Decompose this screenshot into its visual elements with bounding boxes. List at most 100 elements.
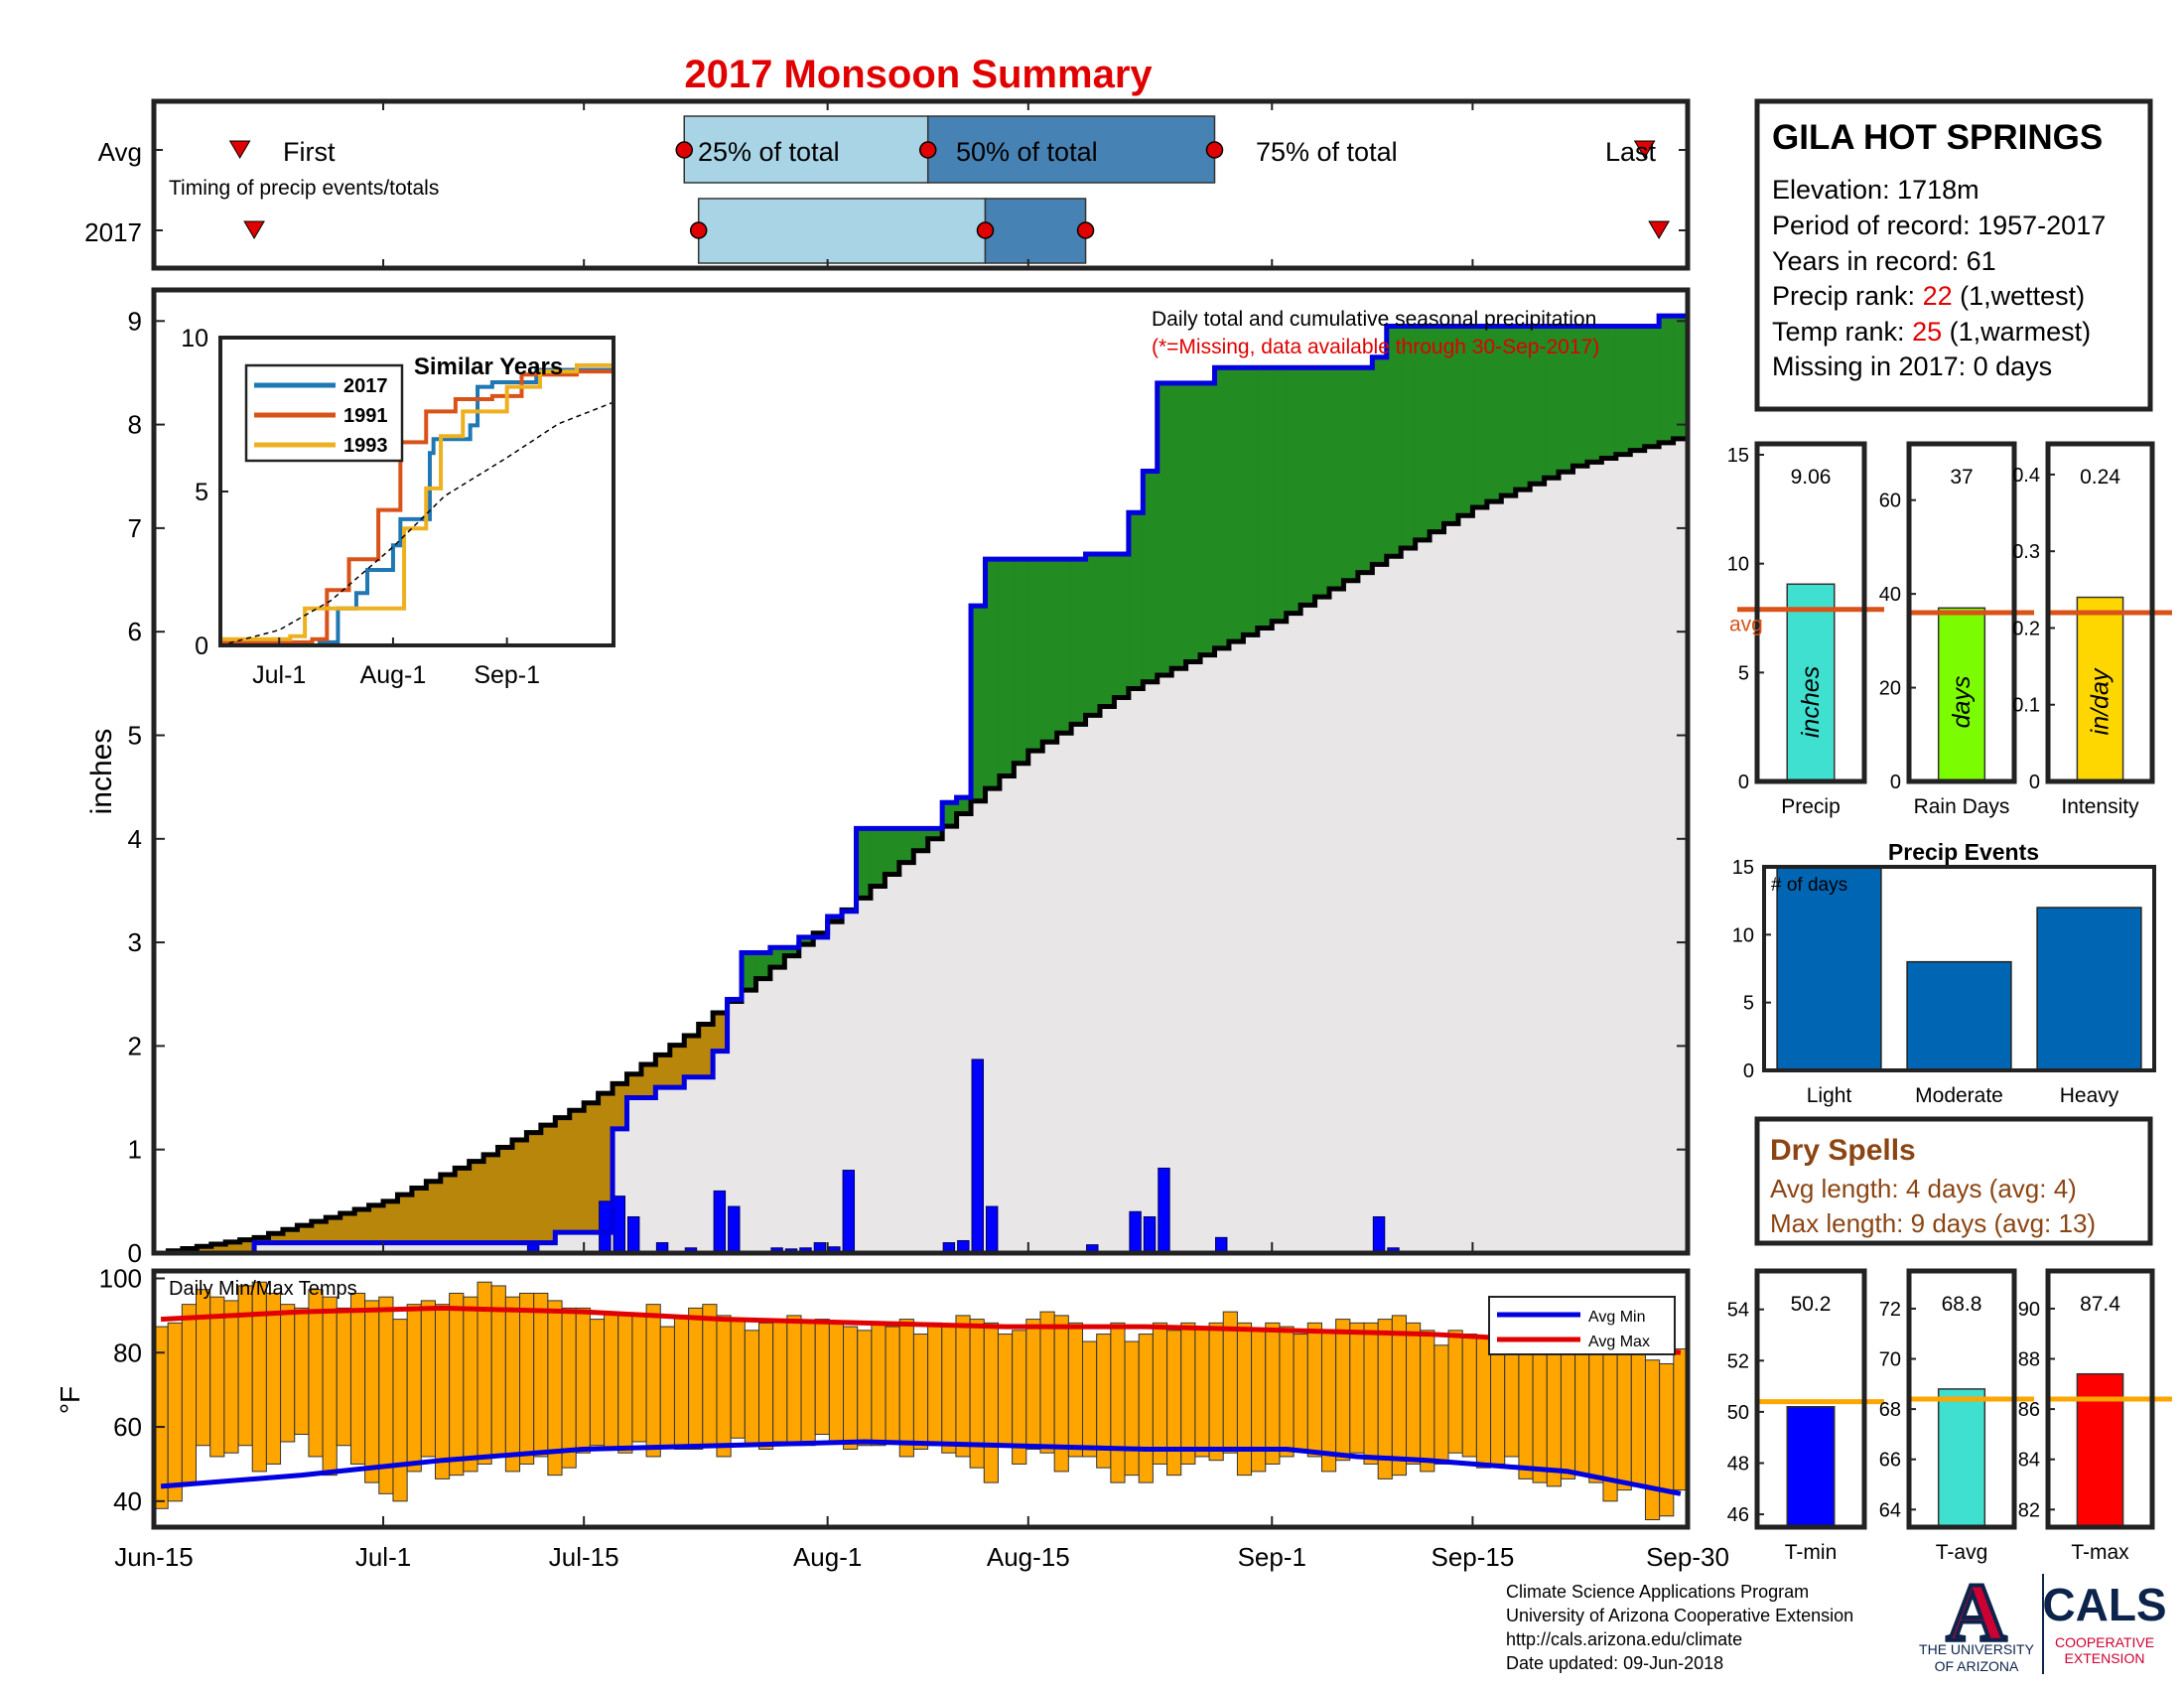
timing-last-label: Last (1605, 137, 1657, 167)
deficit-area (455, 1168, 471, 1243)
events-xtick-label: Heavy (2060, 1084, 2119, 1107)
temp-range-bar (843, 1326, 859, 1450)
cals-logo-sub1: COOPERATIVE (2055, 1634, 2154, 1650)
timing-y2017-bar-q25-q50 (697, 198, 987, 264)
stat-tmax-ytick-label: 84 (2018, 1450, 2040, 1472)
footer-line4: Date updated: 09-Jun-2018 (1506, 1653, 1723, 1673)
surplus-area (784, 947, 800, 956)
temp-range-bar (1349, 1322, 1365, 1454)
daily-precip-bar (1129, 1210, 1142, 1254)
temp-range-bar (181, 1304, 198, 1483)
temp-range-bar (1461, 1334, 1477, 1458)
surplus-area (1300, 367, 1316, 606)
surplus-area (1257, 367, 1273, 629)
stat-tmin: 46 48 50 52 54 50.2 T-min (1727, 1268, 1884, 1564)
university-of-arizona-logo: A THE UNIVERSITY OF ARIZONA (1919, 1565, 2035, 1674)
temp-range-bar (1433, 1344, 1449, 1465)
surplus-area (1042, 559, 1058, 743)
stat-tavg-ytick-label: 68 (1879, 1399, 1901, 1421)
events-xtick-label: Light (1807, 1084, 1852, 1107)
stat-precip: 0 5 10 15 9.06 Precip inches avg (1727, 441, 1884, 818)
deficit-area (397, 1195, 413, 1243)
temp-range-bar (533, 1292, 549, 1458)
stat-tmax-ytick-label: 86 (2018, 1399, 2040, 1421)
daily-precip-bar (713, 1190, 727, 1254)
temp-range-bar (237, 1285, 253, 1447)
page-title: 2017 Monsoon Summary (684, 53, 1153, 96)
timing-avg-bar-q25-q50 (683, 115, 929, 184)
daily-precip-bar (728, 1205, 741, 1254)
daily-precip-bar (1143, 1215, 1157, 1254)
timing-avg-bar-q50-q75 (926, 115, 1216, 184)
inset-line-1993 (220, 358, 615, 641)
temp-range-bar (1320, 1330, 1337, 1473)
stat-precip-bar (1786, 583, 1836, 782)
main-xtick-label: Aug-15 (987, 1542, 1070, 1572)
surplus-area (1501, 326, 1517, 496)
temp-range-bar (1391, 1315, 1408, 1477)
surplus-area (1415, 326, 1431, 540)
surplus-area (885, 828, 900, 875)
surplus-area (898, 828, 914, 863)
surplus-area (985, 559, 1001, 789)
surplus-area (1544, 326, 1560, 479)
surplus-area (1357, 367, 1373, 573)
daily-precip-bar (971, 1058, 984, 1254)
temp-range-bar (1110, 1322, 1126, 1483)
deficit-area (311, 1221, 327, 1243)
temp-range-bar (1222, 1311, 1238, 1454)
surplus-area (1343, 367, 1359, 581)
stat-intensity-ytick-label: 0.2 (2012, 618, 2040, 639)
deficit-area (326, 1217, 341, 1243)
temp-range-bar (209, 1296, 225, 1458)
temp-range-bar (251, 1281, 267, 1473)
temp-range-bar (1039, 1311, 1055, 1454)
precip-rank-value: 22 (1923, 281, 1953, 311)
deficit-area (698, 1024, 714, 1077)
main-ytick-label: 1 (128, 1135, 142, 1165)
stat-precip-ytick-label: 10 (1727, 554, 1749, 576)
stat-raindays-xlabel: Rain Days (1914, 795, 2010, 818)
main-xtick-label: Jun-15 (114, 1542, 194, 1572)
stat-raindays: 0 20 40 60 37 Rain Days days (1879, 441, 2034, 818)
timing-avg-label: Avg (98, 137, 142, 167)
stat-raindays-ytick-label: 0 (1890, 772, 1901, 793)
surplus-area (1157, 382, 1172, 675)
temp-range-bar (857, 1330, 873, 1447)
stat-precip-ytick-label: 0 (1738, 772, 1749, 793)
dry-spells-avg: Avg length: 4 days (avg: 4) (1770, 1174, 2077, 1203)
stat-intensity-bar (2076, 596, 2124, 782)
deficit-area (254, 1237, 270, 1243)
deficit-area (297, 1225, 313, 1243)
surplus-area (927, 828, 943, 839)
temp-ytick-label: 40 (113, 1486, 142, 1516)
temp-range-bar (308, 1289, 324, 1458)
temp-range-bar (885, 1326, 900, 1443)
events-ytick-label: 5 (1743, 993, 1754, 1015)
temp-range-bar (336, 1307, 351, 1447)
daily-precip-bar (626, 1215, 640, 1254)
main-ytick-label: 9 (128, 306, 142, 336)
temp-range-bar (519, 1292, 535, 1465)
surplus-area (1171, 382, 1187, 669)
events-bar-moderate (1906, 960, 2012, 1071)
stat-precip-ytick-label: 5 (1738, 662, 1749, 684)
daily-precip-bar (1372, 1215, 1386, 1254)
station-info-box: GILA HOT SPRINGS Elevation: 1718m Period… (1754, 98, 2153, 412)
stat-precip-xlabel: Precip (1781, 795, 1841, 818)
deficit-area (383, 1200, 399, 1243)
inset-xtick-label: Sep-1 (474, 661, 540, 689)
temp-range-bar (716, 1315, 732, 1458)
main-annotation-missing: (*=Missing, data available through 30-Se… (1152, 336, 1599, 358)
temp-range-bar (1067, 1322, 1084, 1458)
temp-range-bar (1306, 1322, 1322, 1458)
stat-intensity-bar-label: in/day (2087, 667, 2115, 735)
main-ytick-label: 2 (128, 1031, 142, 1060)
deficit-area (239, 1239, 255, 1253)
temp-range-bar (730, 1319, 746, 1439)
surplus-area (913, 828, 929, 851)
surplus-area (1056, 559, 1072, 734)
footer-line1: Climate Science Applications Program (1506, 1582, 1809, 1602)
avg-cumulative-line (154, 435, 1691, 1256)
deficit-area (598, 1093, 614, 1233)
